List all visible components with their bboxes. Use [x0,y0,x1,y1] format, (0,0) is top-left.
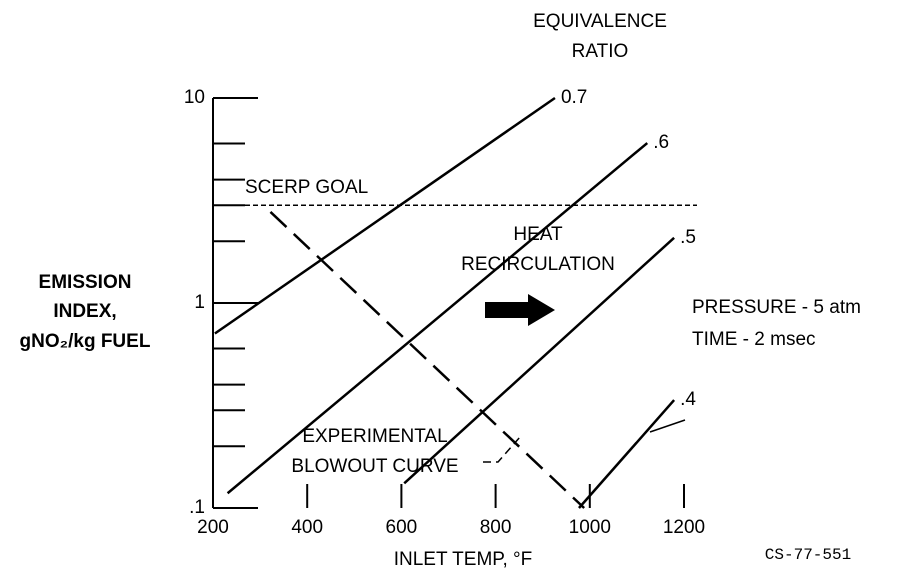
x-tick-label: 1000 [569,517,611,538]
goal-label: SCERP GOAL [245,177,368,198]
x-tick-label: 400 [291,517,323,538]
leader-line [649,419,686,433]
x-tick-label: 600 [386,517,418,538]
series-line [226,142,649,495]
legend-title: EQUIVALENCE [533,11,667,32]
blowout-label: EXPERIMENTAL [302,426,447,447]
footnote: CS-77-551 [765,546,851,564]
y-label: EMISSION [39,272,132,293]
blowout-label: BLOWOUT CURVE [291,456,458,477]
series-line [403,236,675,485]
series-line [578,399,676,509]
series-label: 0.7 [561,87,587,108]
x-tick-label: 200 [197,517,229,538]
x-label: INLET TEMP, °F [394,549,533,570]
series-label: .6 [653,132,669,153]
blowout-curve [269,211,586,509]
annotation: RECIRCULATION [461,254,615,275]
leader-line [483,436,521,463]
annotation: PRESSURE - 5 atm [692,297,861,318]
series-label: .4 [680,389,696,410]
arrow [485,294,555,326]
y-tick-label: 10 [184,87,205,108]
series-label: .5 [680,227,696,248]
annotation: TIME - 2 msec [692,329,816,350]
y-tick-label: .1 [189,497,205,518]
y-label: gNO₂/kg FUEL [20,331,151,352]
y-tick-label: 1 [194,292,205,313]
x-tick-label: 800 [480,517,512,538]
legend-title: RATIO [572,41,629,62]
y-label: INDEX, [53,301,116,322]
series-line [214,96,556,335]
x-tick-label: 1200 [663,517,705,538]
